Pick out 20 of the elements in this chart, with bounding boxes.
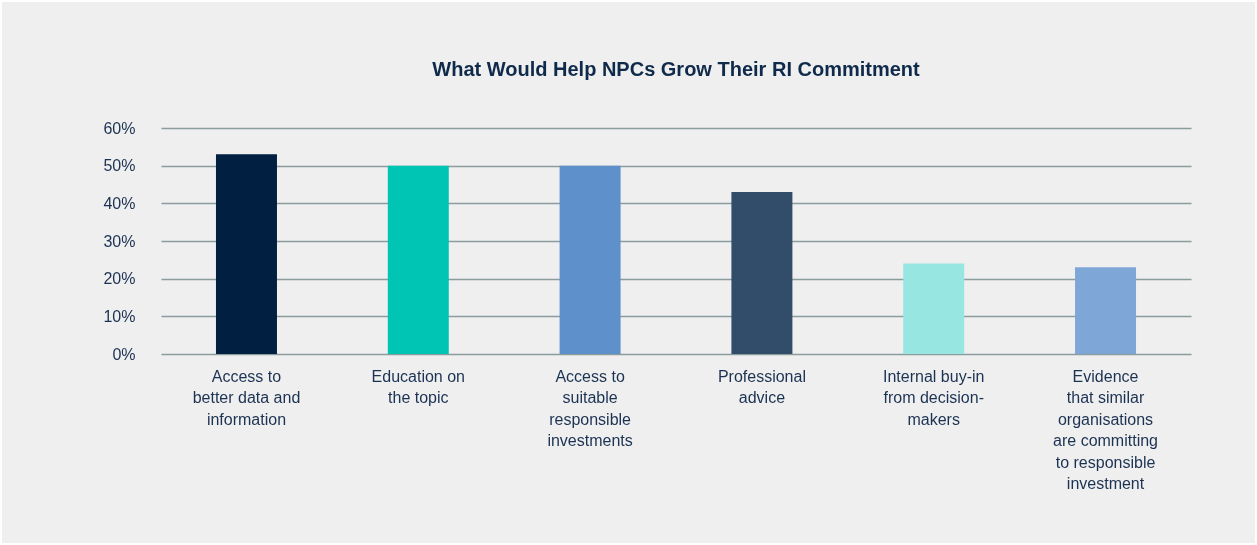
y-tick-label: 40% xyxy=(103,194,136,212)
y-tick-label: 10% xyxy=(103,307,136,325)
x-tick-label: Access to suitable responsible investments xyxy=(547,367,633,449)
y-tick-label: 20% xyxy=(103,270,136,288)
chart-title: What Would Help NPCs Grow Their RI Commitment xyxy=(432,58,921,80)
bar xyxy=(903,263,965,354)
bar xyxy=(731,192,793,354)
y-tick-label: 50% xyxy=(103,157,136,175)
bar xyxy=(559,165,621,354)
x-tick-label: Internal buy-in from decision- makers xyxy=(883,367,985,428)
bar xyxy=(215,154,277,354)
bar xyxy=(387,165,449,354)
x-tick-label: Evidence that similar organisations are committing to responsible investment xyxy=(1053,367,1158,492)
x-tick-label: Professional advice xyxy=(717,367,806,406)
bar xyxy=(1075,267,1137,354)
y-tick-label: 60% xyxy=(103,119,136,137)
x-tick-label: Access to better data and information xyxy=(192,367,301,428)
y-tick-label: 0% xyxy=(112,345,136,363)
x-tick-label: Education on the topic xyxy=(371,367,465,406)
y-tick-label: 30% xyxy=(103,232,136,250)
